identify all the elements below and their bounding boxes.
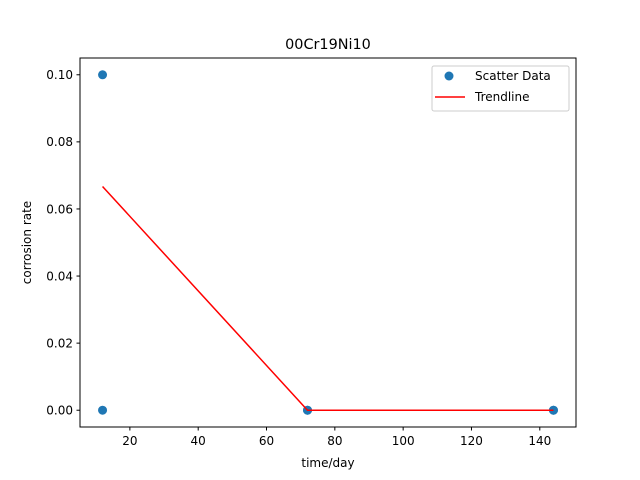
- legend-scatter-marker: [444, 71, 454, 81]
- y-tick-label: 0.10: [46, 68, 73, 82]
- axes-frame: [79, 57, 577, 428]
- trendline: [101, 185, 554, 411]
- chart-title: 00Cr19Ni10: [285, 37, 371, 53]
- x-axis-ticks: 20 40 60 80 100 120 140: [122, 427, 551, 448]
- legend: Scatter Data Trendline: [431, 65, 570, 112]
- x-tick-label: 120: [460, 434, 483, 448]
- x-tick-label: 40: [191, 434, 206, 448]
- x-tick-label: 20: [122, 434, 137, 448]
- y-tick-label: 0.08: [46, 135, 73, 149]
- y-tick-label: 0.04: [46, 269, 73, 283]
- plot-marks: [98, 70, 558, 415]
- y-tick-label: 0.06: [46, 202, 73, 216]
- legend-trendline-label: Trendline: [474, 90, 530, 104]
- x-tick-label: 100: [392, 434, 415, 448]
- x-tick-label: 140: [528, 434, 551, 448]
- scatter-point: [98, 405, 108, 415]
- x-tick-label: 60: [259, 434, 274, 448]
- y-tick-label: 0.00: [46, 404, 73, 418]
- legend-scatter-label: Scatter Data: [475, 69, 551, 83]
- legend-box: [431, 65, 570, 112]
- x-tick-label: 80: [327, 434, 342, 448]
- x-axis-label: time/day: [301, 456, 354, 470]
- y-axis-label: corrosion rate: [20, 201, 34, 284]
- scatter-point: [98, 70, 108, 80]
- y-tick-label: 0.02: [46, 336, 73, 350]
- y-axis-ticks: 0.00 0.02 0.04 0.06 0.08 0.10: [46, 68, 80, 418]
